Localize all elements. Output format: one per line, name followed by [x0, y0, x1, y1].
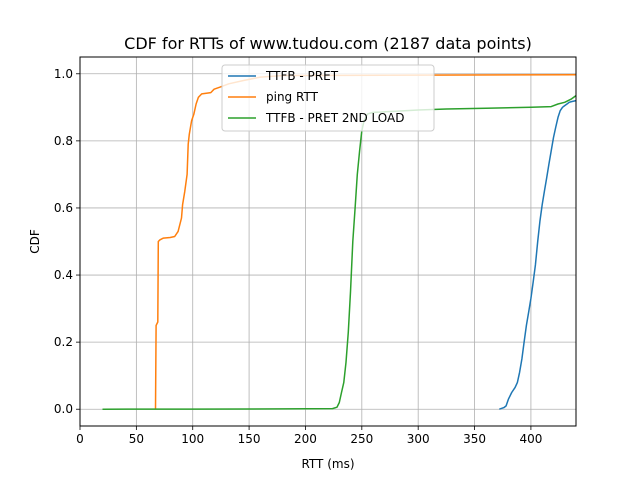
- y-tick-label: 0.4: [54, 268, 73, 282]
- plot-frame: [79, 56, 577, 427]
- series-line-ttfb-pret-2nd-load: [102, 94, 577, 410]
- x-tick-label: 200: [294, 432, 317, 446]
- legend: TTFB - PRET ping RTT TTFB - PRET 2ND LOAD: [221, 64, 435, 132]
- series-line-ttfb-pret: [499, 99, 577, 410]
- legend-label-ping-rtt: ping RTT: [266, 90, 319, 104]
- axis-ticks: 0 50 100 150 200 250 300 350 400 0.0 0.2 0.4 0.6 0.8 1…: [54, 67, 542, 446]
- x-tick-label: 100: [181, 432, 204, 446]
- x-tick-label: 150: [238, 432, 261, 446]
- y-tick-label: 0.2: [54, 335, 73, 349]
- x-tick-label: 50: [129, 432, 144, 446]
- legend-label-ttfb-pret-2nd-load: TTFB - PRET 2ND LOAD: [265, 111, 404, 125]
- chart-title: CDF for RTTs of www.tudou.com (2187 data…: [124, 34, 532, 53]
- y-tick-label: 0.8: [54, 134, 73, 148]
- x-tick-label: 300: [407, 432, 430, 446]
- y-tick-label: 1.0: [54, 67, 73, 81]
- x-axis-label: RTT (ms): [301, 457, 354, 471]
- y-axis-label: CDF: [28, 229, 42, 254]
- x-tick-label: 0: [76, 432, 84, 446]
- x-tick-label: 250: [350, 432, 373, 446]
- legend-box: [221, 64, 435, 132]
- y-tick-label: 0.6: [54, 201, 73, 215]
- legend-label-ttfb-pret: TTFB - PRET: [265, 69, 339, 83]
- x-tick-label: 400: [519, 432, 542, 446]
- y-tick-label: 0.0: [54, 402, 73, 416]
- x-tick-label: 350: [463, 432, 486, 446]
